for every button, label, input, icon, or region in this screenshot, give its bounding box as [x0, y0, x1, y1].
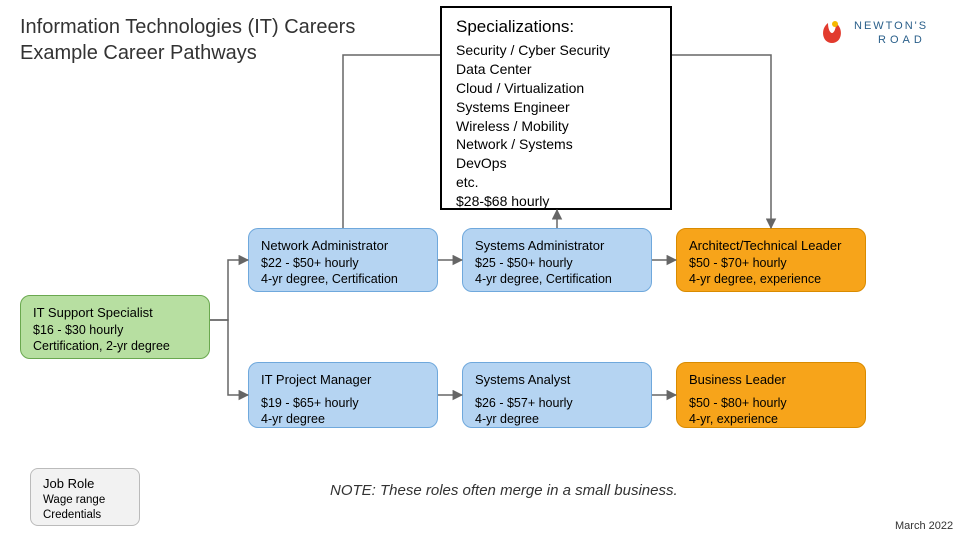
- date-label: March 2022: [895, 520, 953, 532]
- legend-wage: Wage range: [43, 493, 127, 509]
- node-wage: $22 - $50+ hourly: [261, 255, 425, 272]
- node-wage: $16 - $30 hourly: [33, 322, 197, 339]
- page-title: Information Technologies (IT) Careers Ex…: [20, 14, 355, 66]
- spec-items: Security / Cyber SecurityData CenterClou…: [456, 41, 656, 192]
- node-cred: 4-yr degree, experience: [689, 271, 853, 288]
- node-cred: 4-yr degree, Certification: [261, 271, 425, 288]
- node-wage: $50 - $70+ hourly: [689, 255, 853, 272]
- node-sys_admin: Systems Administrator$25 - $50+ hourly4-…: [462, 228, 652, 292]
- legend-role: Job Role: [43, 475, 127, 493]
- node-role: Business Leader: [689, 371, 853, 389]
- spec-item: Systems Engineer: [456, 98, 656, 117]
- node-wage: $25 - $50+ hourly: [475, 255, 639, 272]
- specializations-box: Specializations: Security / Cyber Securi…: [440, 6, 672, 210]
- node-wage: $26 - $57+ hourly: [475, 395, 639, 412]
- edge: [343, 55, 440, 228]
- node-cred: 4-yr, experience: [689, 411, 853, 428]
- node-role: Network Administrator: [261, 237, 425, 255]
- spec-header: Specializations:: [456, 16, 656, 39]
- newtons-road-logo: NEWTON'S ROAD: [820, 12, 950, 59]
- logo-text2: ROAD: [878, 34, 926, 46]
- node-cred: 4-yr degree, Certification: [475, 271, 639, 288]
- legend-cred: Credentials: [43, 508, 127, 524]
- node-cred: Certification, 2-yr degree: [33, 338, 197, 355]
- spec-wage: $28-$68 hourly: [456, 192, 656, 211]
- spec-item: DevOps: [456, 154, 656, 173]
- spec-item: Cloud / Virtualization: [456, 79, 656, 98]
- node-architect: Architect/Technical Leader$50 - $70+ hou…: [676, 228, 866, 292]
- node-analyst: Systems Analyst $26 - $57+ hourly4-yr deg…: [462, 362, 652, 428]
- logo-icon: NEWTON'S ROAD: [820, 12, 950, 54]
- spec-item: Wireless / Mobility: [456, 117, 656, 136]
- node-start: IT Support Specialist$16 - $30 hourlyCer…: [20, 295, 210, 359]
- node-wage: $19 - $65+ hourly: [261, 395, 425, 412]
- spec-item: Security / Cyber Security: [456, 41, 656, 60]
- title-line2: Example Career Pathways: [20, 40, 355, 66]
- edge: [672, 55, 771, 228]
- spec-item: Network / Systems: [456, 135, 656, 154]
- node-role: Architect/Technical Leader: [689, 237, 853, 255]
- spec-item: Data Center: [456, 60, 656, 79]
- node-biz_leader: Business Leader $50 - $80+ hourly4-yr, ex…: [676, 362, 866, 428]
- edge: [210, 260, 248, 320]
- node-role: Systems Analyst: [475, 371, 639, 389]
- node-cred: 4-yr degree: [475, 411, 639, 428]
- node-cred: 4-yr degree: [261, 411, 425, 428]
- node-role: IT Support Specialist: [33, 304, 197, 322]
- node-wage: $50 - $80+ hourly: [689, 395, 853, 412]
- node-role: Systems Administrator: [475, 237, 639, 255]
- node-net_admin: Network Administrator$22 - $50+ hourly4-…: [248, 228, 438, 292]
- footnote: NOTE: These roles often merge in a small…: [330, 482, 678, 499]
- node-role: IT Project Manager: [261, 371, 425, 389]
- spec-item: etc.: [456, 173, 656, 192]
- legend-box: Job Role Wage range Credentials: [30, 468, 140, 526]
- title-line1: Information Technologies (IT) Careers: [20, 14, 355, 40]
- node-pm: IT Project Manager $19 - $65+ hourly4-yr …: [248, 362, 438, 428]
- logo-text1: NEWTON'S: [854, 20, 928, 32]
- edge: [210, 320, 248, 395]
